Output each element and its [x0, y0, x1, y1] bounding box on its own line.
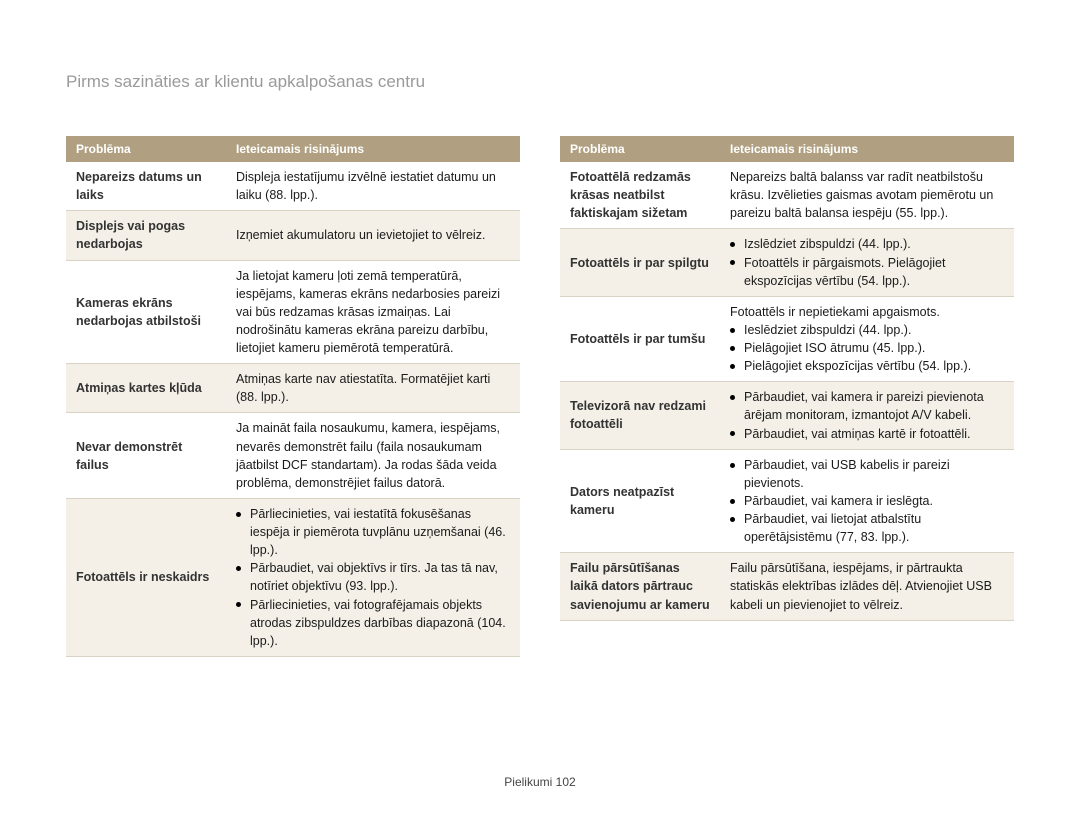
- solution-cell: Displeja iestatījumu izvēlnē iestatiet d…: [226, 162, 520, 211]
- solution-cell: Pārbaudiet, vai kamera ir pareizi pievie…: [720, 382, 1014, 449]
- list-item: Ieslēdziet zibspuldzi (44. lpp.).: [730, 321, 1004, 339]
- table-row: Televizorā nav redzami fotoattēli Pārbaud…: [560, 382, 1014, 449]
- solution-cell: Izņemiet akumulatoru un ievietojiet to v…: [226, 211, 520, 260]
- th-solution: Ieteicamais risinājums: [720, 136, 1014, 162]
- troubleshoot-table-right: Problēma Ieteicamais risinājums Fotoattē…: [560, 136, 1014, 621]
- table-row: Failu pārsūtīšanas laikā dators pārtrauc…: [560, 553, 1014, 620]
- problem-cell: Dators neatpazīst kameru: [560, 449, 720, 553]
- troubleshoot-table-left: Problēma Ieteicamais risinājums Nepareiz…: [66, 136, 520, 657]
- solution-cell: Failu pārsūtīšana, iespējams, ir pārtrau…: [720, 553, 1014, 620]
- th-solution: Ieteicamais risinājums: [226, 136, 520, 162]
- list-item: Izslēdziet zibspuldzi (44. lpp.).: [730, 235, 1004, 253]
- problem-cell: Fotoattēlā redzamās krāsas neatbilst fak…: [560, 162, 720, 229]
- footer-page-number: 102: [556, 775, 576, 789]
- problem-cell: Atmiņas kartes kļūda: [66, 364, 226, 413]
- solution-cell: Fotoattēls ir nepietiekami apgaismots.Ie…: [720, 296, 1014, 382]
- list-item: Pārbaudiet, vai kamera ir pareizi pievie…: [730, 388, 1004, 424]
- table-row: Fotoattēls ir neskaidrsPārliecinieties, …: [66, 498, 520, 656]
- left-column: Problēma Ieteicamais risinājums Nepareiz…: [66, 136, 520, 657]
- footer-section: Pielikumi: [504, 775, 552, 789]
- list-item: Pielāgojiet ISO ātrumu (45. lpp.).: [730, 339, 1004, 357]
- problem-cell: Televizorā nav redzami fotoattēli: [560, 382, 720, 449]
- list-item: Pārbaudiet, vai USB kabelis ir pareizi p…: [730, 456, 1004, 492]
- solution-cell: Izslēdziet zibspuldzi (44. lpp.).Fotoatt…: [720, 229, 1014, 296]
- solution-cell: Nepareizs baltā balanss var radīt neatbi…: [720, 162, 1014, 229]
- list-item: Pielāgojiet ekspozīcijas vērtību (54. lp…: [730, 357, 1004, 375]
- list-item: Fotoattēls ir pārgaismots. Pielāgojiet e…: [730, 254, 1004, 290]
- list-item: Pārbaudiet, vai objektīvs ir tīrs. Ja ta…: [236, 559, 510, 595]
- page-footer: Pielikumi 102: [0, 775, 1080, 789]
- problem-cell: Nepareizs datums un laiks: [66, 162, 226, 211]
- problem-cell: Failu pārsūtīšanas laikā dators pārtrauc…: [560, 553, 720, 620]
- list-item: Pārbaudiet, vai atmiņas kartē ir fotoatt…: [730, 425, 1004, 443]
- list-item: Pārliecinieties, vai fotografējamais obj…: [236, 596, 510, 650]
- content-columns: Problēma Ieteicamais risinājums Nepareiz…: [66, 136, 1014, 657]
- table-row: Displejs vai pogas nedarbojasIzņemiet ak…: [66, 211, 520, 260]
- solution-cell: Pārliecinieties, vai iestatītā fokusēšan…: [226, 498, 520, 656]
- th-problem: Problēma: [560, 136, 720, 162]
- problem-cell: Nevar demonstrēt failus: [66, 413, 226, 499]
- th-problem: Problēma: [66, 136, 226, 162]
- table-row: Nepareizs datums un laiksDispleja iestat…: [66, 162, 520, 211]
- solution-cell: Atmiņas karte nav atiestatīta. Formatēji…: [226, 364, 520, 413]
- table-row: Kameras ekrāns nedarbojas atbilstošiJa l…: [66, 260, 520, 364]
- table-row: Dators neatpazīst kameru Pārbaudiet, vai …: [560, 449, 1014, 553]
- problem-cell: Fotoattēls ir par tumšu: [560, 296, 720, 382]
- solution-cell: Pārbaudiet, vai USB kabelis ir pareizi p…: [720, 449, 1014, 553]
- problem-cell: Fotoattēls ir par spilgtu: [560, 229, 720, 296]
- list-item: Pārbaudiet, vai kamera ir ieslēgta.: [730, 492, 1004, 510]
- table-row: Fotoattēls ir par spilgtuIzslēdziet zibs…: [560, 229, 1014, 296]
- page-title: Pirms sazināties ar klientu apkalpošanas…: [66, 72, 425, 92]
- problem-cell: Fotoattēls ir neskaidrs: [66, 498, 226, 656]
- list-item: Pārliecinieties, vai iestatītā fokusēšan…: [236, 505, 510, 559]
- list-item: Pārbaudiet, vai lietojat atbalstītu oper…: [730, 510, 1004, 546]
- table-row: Fotoattēlā redzamās krāsas neatbilst fak…: [560, 162, 1014, 229]
- problem-cell: Displejs vai pogas nedarbojas: [66, 211, 226, 260]
- problem-cell: Kameras ekrāns nedarbojas atbilstoši: [66, 260, 226, 364]
- solution-cell: Ja maināt faila nosaukumu, kamera, iespē…: [226, 413, 520, 499]
- solution-cell: Ja lietojat kameru ļoti zemā temperatūrā…: [226, 260, 520, 364]
- table-row: Fotoattēls ir par tumšuFotoattēls ir nep…: [560, 296, 1014, 382]
- right-column: Problēma Ieteicamais risinājums Fotoattē…: [560, 136, 1014, 657]
- table-row: Nevar demonstrēt failusJa maināt faila n…: [66, 413, 520, 499]
- table-row: Atmiņas kartes kļūdaAtmiņas karte nav at…: [66, 364, 520, 413]
